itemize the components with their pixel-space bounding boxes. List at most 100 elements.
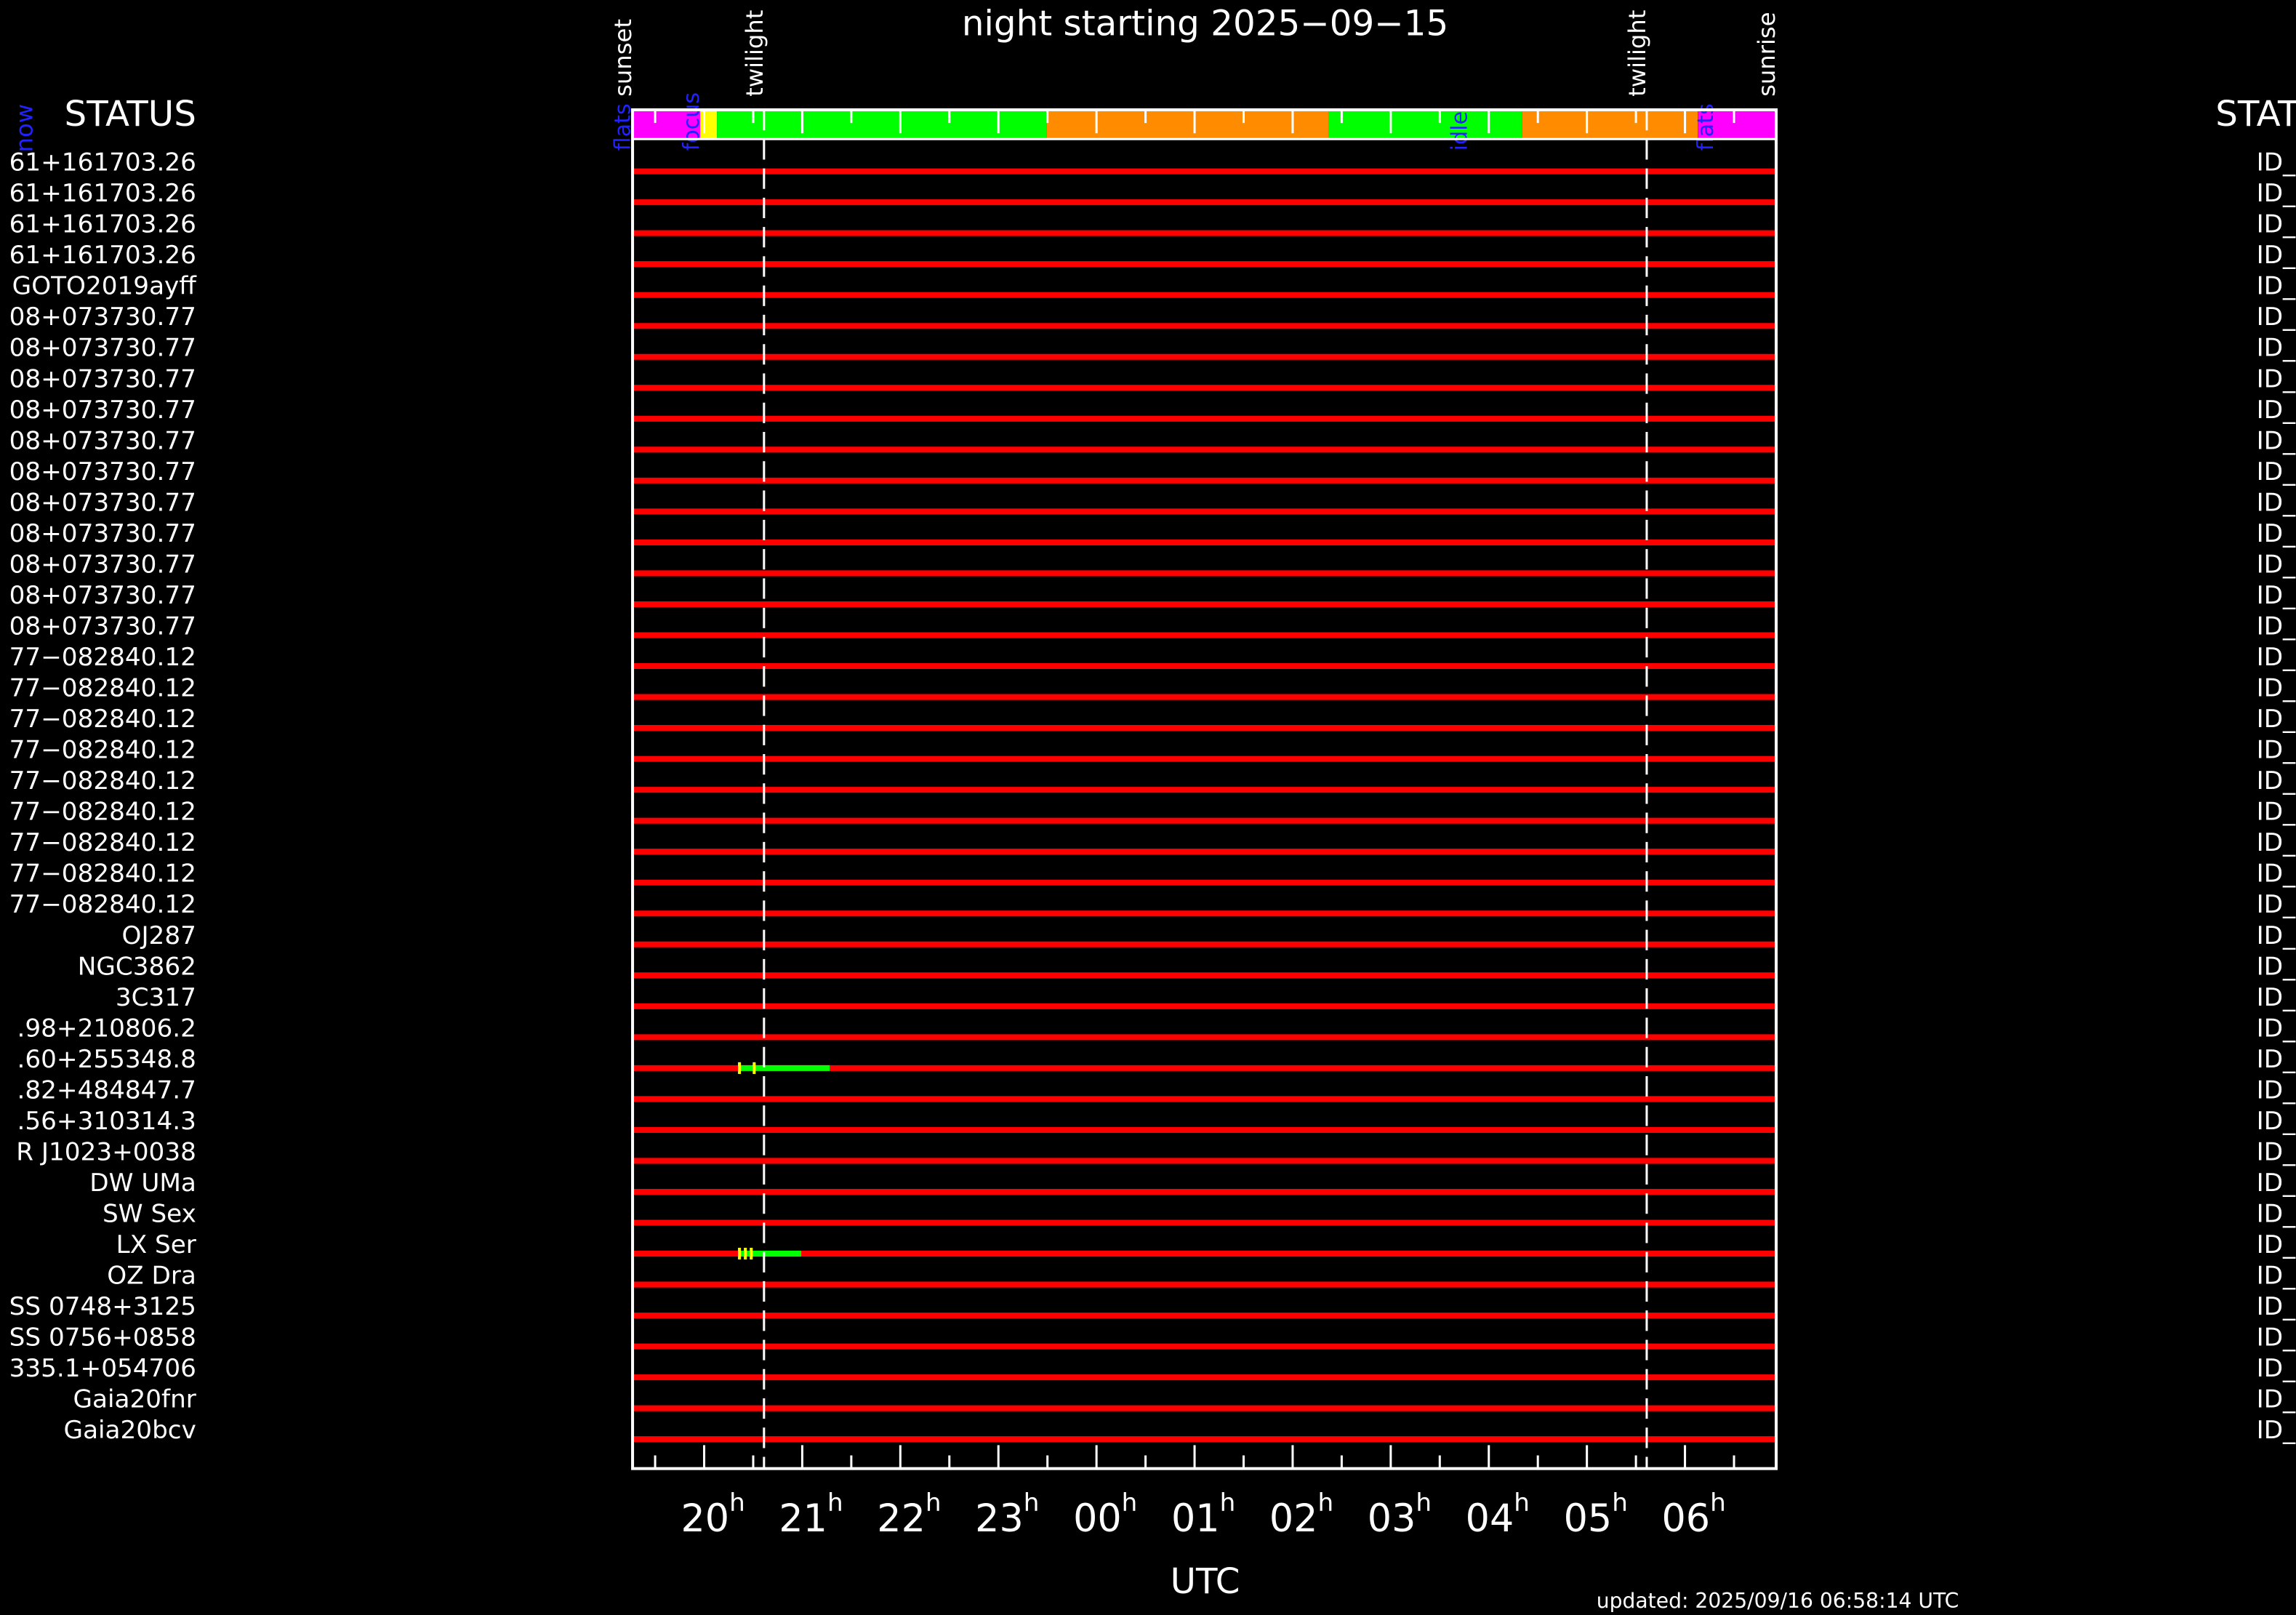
target-name: 61+161703.26 bbox=[9, 148, 196, 177]
x-tick-number: 20 bbox=[681, 1496, 729, 1541]
target-name: 77−082840.12 bbox=[9, 705, 196, 734]
target-name: SW Sex bbox=[103, 1200, 196, 1229]
target-id: ID_150 bbox=[2257, 550, 2296, 579]
target-name: 61+161703.26 bbox=[9, 179, 196, 208]
target-id: ID_150 bbox=[2257, 674, 2296, 703]
target-name: GOTO2019ayff bbox=[12, 272, 198, 301]
status-segment bbox=[1522, 110, 1698, 140]
target-name: OJ287 bbox=[122, 921, 196, 950]
target-id: ID_150 bbox=[2257, 859, 2296, 889]
x-tick-label: 22h bbox=[877, 1488, 941, 1541]
status-bar-label: flats bbox=[1693, 103, 1719, 151]
target-id: ID_150 bbox=[2257, 643, 2296, 672]
event-label: sunrise bbox=[1753, 12, 1781, 96]
target-name: 08+073730.77 bbox=[9, 550, 196, 579]
target-name: 61+161703.26 bbox=[9, 210, 196, 239]
target-id: ID_150 bbox=[2257, 1323, 2296, 1352]
target-id: ID_150 bbox=[2257, 1262, 2296, 1291]
x-tick-unit: h bbox=[1317, 1488, 1333, 1518]
target-name: Gaia20bcv bbox=[64, 1416, 196, 1445]
target-id: ID_150 bbox=[2257, 364, 2296, 393]
target-id: ID_150 bbox=[2257, 519, 2296, 548]
target-id: ID_150 bbox=[2257, 705, 2296, 734]
x-tick-label: 06h bbox=[1661, 1488, 1725, 1541]
status-bar-label: focus bbox=[679, 92, 705, 151]
target-id: ID_150 bbox=[2257, 766, 2296, 796]
target-id: ID_150 bbox=[2257, 1385, 2296, 1414]
x-tick-label: 01h bbox=[1171, 1488, 1235, 1541]
x-tick-unit: h bbox=[1122, 1488, 1138, 1518]
now-label: now bbox=[10, 104, 38, 152]
target-id: ID_150 bbox=[2257, 890, 2296, 919]
x-tick-unit: h bbox=[1220, 1488, 1236, 1518]
x-tick-label: 04h bbox=[1466, 1488, 1530, 1541]
target-id: ID_150 bbox=[2257, 426, 2296, 455]
x-tick-number: 00 bbox=[1073, 1496, 1122, 1541]
x-tick-unit: h bbox=[1416, 1488, 1432, 1518]
x-tick-label: 20h bbox=[681, 1488, 744, 1541]
target-name: 08+073730.77 bbox=[9, 396, 196, 425]
target-name: OZ Dra bbox=[107, 1262, 196, 1291]
target-id: ID_150 bbox=[2257, 179, 2296, 208]
target-id: ID_150 bbox=[2257, 1292, 2296, 1321]
target-name: 77−082840.12 bbox=[9, 674, 196, 703]
target-name: SS 0748+3125 bbox=[9, 1292, 196, 1321]
target-id: ID_150 bbox=[2257, 1200, 2296, 1229]
target-id: ID_150 bbox=[2257, 1045, 2296, 1074]
target-name: 77−082840.12 bbox=[9, 766, 196, 796]
target-name: 77−082840.12 bbox=[9, 798, 196, 827]
x-tick-unit: h bbox=[1710, 1488, 1726, 1518]
x-tick-unit: h bbox=[1612, 1488, 1628, 1518]
target-id: ID_150 bbox=[2257, 272, 2296, 301]
target-name: 3C317 bbox=[116, 983, 196, 1012]
x-tick-number: 02 bbox=[1269, 1496, 1318, 1541]
x-tick-number: 23 bbox=[975, 1496, 1024, 1541]
status-segment bbox=[633, 110, 701, 140]
status-header: STATUS bbox=[65, 94, 196, 135]
target-name: NGC3862 bbox=[78, 952, 196, 981]
x-tick-number: 03 bbox=[1368, 1496, 1416, 1541]
status-segment bbox=[1046, 110, 1329, 140]
target-name: 77−082840.12 bbox=[9, 736, 196, 765]
chart-title: night starting 2025−09−15 bbox=[962, 3, 1448, 44]
target-id: ID_150 bbox=[2257, 1075, 2296, 1105]
target-id: ID_150 bbox=[2257, 1107, 2296, 1136]
x-tick-label: 05h bbox=[1564, 1488, 1628, 1541]
target-name: Gaia20fnr bbox=[73, 1385, 197, 1414]
target-id: ID_150 bbox=[2257, 210, 2296, 239]
x-tick-unit: h bbox=[729, 1488, 745, 1518]
target-name: 08+073730.77 bbox=[9, 426, 196, 455]
target-name: 77−082840.12 bbox=[9, 859, 196, 889]
target-name: 08+073730.77 bbox=[9, 488, 196, 517]
target-id: ID_150 bbox=[2257, 241, 2296, 270]
target-name: LX Ser bbox=[116, 1230, 197, 1259]
event-label: twilight bbox=[741, 10, 768, 97]
target-id: ID_150 bbox=[2257, 612, 2296, 641]
x-tick-number: 01 bbox=[1171, 1496, 1220, 1541]
event-label: sunset bbox=[609, 19, 637, 97]
target-id: ID_120 bbox=[2257, 921, 2296, 950]
target-name: 08+073730.77 bbox=[9, 457, 196, 486]
x-tick-label: 02h bbox=[1269, 1488, 1333, 1541]
x-tick-unit: h bbox=[1024, 1488, 1040, 1518]
target-id: ID_150 bbox=[2257, 334, 2296, 363]
status-header-right: STATUS bbox=[2215, 94, 2296, 135]
x-tick-number: 05 bbox=[1564, 1496, 1613, 1541]
target-id: ID_150 bbox=[2257, 148, 2296, 177]
target-name: 08+073730.77 bbox=[9, 364, 196, 393]
target-id: ID_150 bbox=[2257, 798, 2296, 827]
target-id: ID_150 bbox=[2257, 396, 2296, 425]
target-name: .82+484847.7 bbox=[17, 1075, 196, 1105]
x-tick-unit: h bbox=[1514, 1488, 1530, 1518]
target-name: 08+073730.77 bbox=[9, 519, 196, 548]
target-id: ID_150 bbox=[2257, 1014, 2296, 1043]
target-name: .60+255348.8 bbox=[17, 1045, 196, 1074]
target-id: ID_123 bbox=[2257, 983, 2296, 1012]
target-name: 335.1+054706 bbox=[9, 1354, 196, 1383]
x-tick-number: 21 bbox=[779, 1496, 827, 1541]
target-id: ID_150 bbox=[2257, 1169, 2296, 1198]
target-name: 08+073730.77 bbox=[9, 612, 196, 641]
